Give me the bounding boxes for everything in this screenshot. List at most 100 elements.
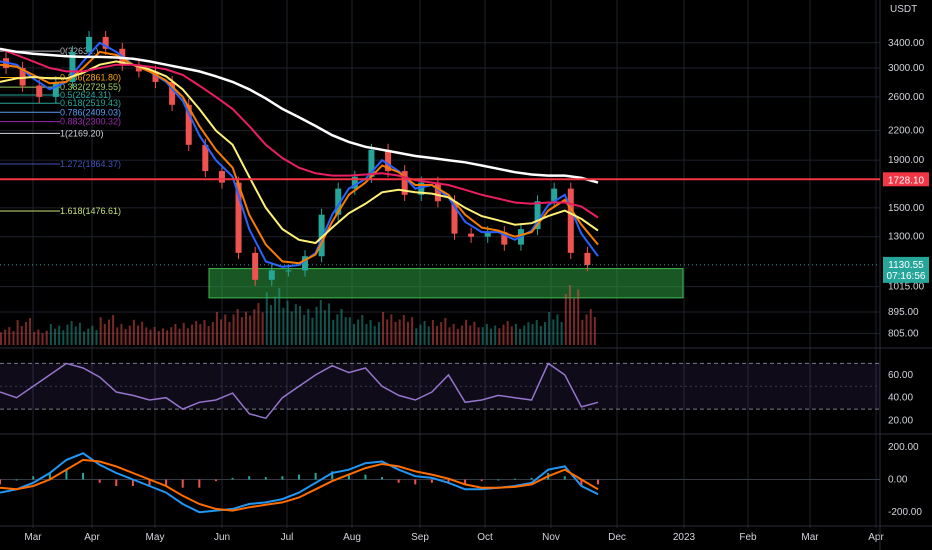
y-tick-label: 1500.00 <box>888 203 925 214</box>
volume-bar <box>573 298 576 345</box>
macd-signal-line <box>0 458 599 512</box>
volume-bar <box>419 324 422 345</box>
macd-histogram-bar <box>281 476 284 480</box>
macd-histogram-bar <box>314 472 317 480</box>
volume-bar <box>427 326 430 345</box>
fib-level-label: 0.618(2519.43) <box>60 98 121 108</box>
volume-bar <box>336 314 339 345</box>
volume-bar <box>556 314 559 345</box>
volume-bar <box>137 325 140 345</box>
volume-bar <box>332 319 335 345</box>
candle-body <box>584 252 591 265</box>
volume-bar <box>490 328 493 345</box>
volume-bar <box>232 314 235 345</box>
volume-bar <box>274 296 277 345</box>
x-tick-label: Jul <box>281 532 294 543</box>
volume-bar <box>485 324 488 345</box>
macd-histogram-bar <box>580 479 583 487</box>
volume-bar <box>452 323 455 345</box>
macd-histogram-bar <box>347 474 350 480</box>
macd-line <box>0 452 599 514</box>
candle-body <box>86 36 93 52</box>
volume-bar <box>290 311 293 345</box>
volume-bar <box>506 321 509 345</box>
resistance-tag-label: 1728.10 <box>888 175 925 186</box>
volume-bar <box>448 327 451 345</box>
candle-body <box>551 188 558 202</box>
volume-bar <box>531 324 534 345</box>
countdown-label: 07:16:56 <box>887 271 926 282</box>
volume-bar <box>37 329 40 345</box>
macd-histogram-bar <box>264 477 267 480</box>
volume-bar <box>514 323 517 345</box>
moving-average-line <box>0 50 599 265</box>
macd-histogram-bar <box>115 479 118 487</box>
volume-bar <box>245 311 248 345</box>
volume-bar <box>373 326 376 345</box>
volume-bar <box>0 332 2 345</box>
volume-bar <box>568 285 571 345</box>
macd-histogram-bar <box>298 474 300 480</box>
moving-average-line <box>0 47 599 184</box>
candle-body <box>401 171 408 195</box>
volume-bar <box>527 322 530 345</box>
candle-body <box>484 232 491 237</box>
fib-level-label: 0(3263...) <box>60 46 99 56</box>
macd-histogram-bar <box>214 479 217 482</box>
volume-bar <box>519 329 522 345</box>
volume-bar <box>8 327 11 345</box>
candle-body <box>218 171 225 183</box>
candle-body <box>385 149 392 172</box>
candle-body <box>69 51 76 82</box>
volume-bar <box>402 315 405 345</box>
volume-bar <box>415 328 418 345</box>
macd-histogram-bar <box>597 479 599 485</box>
volume-bar <box>4 329 7 345</box>
macd-histogram-bar <box>0 479 1 485</box>
fib-level-label: 1(2169.20) <box>60 128 104 138</box>
volume-bar <box>220 319 223 345</box>
volume-bar <box>29 318 32 345</box>
volume-bar <box>257 303 260 345</box>
volume-bar <box>286 300 289 345</box>
resistance-tag <box>883 172 929 187</box>
volume-bar <box>394 321 397 345</box>
macd-histogram-bar <box>82 472 85 480</box>
candle-body <box>102 36 109 49</box>
volume-bar <box>344 317 347 345</box>
macd-histogram-bar <box>48 472 51 480</box>
volume-bar <box>377 322 380 345</box>
x-tick-label: Mar <box>801 532 819 543</box>
volume-bar <box>261 312 264 345</box>
macd-histogram-bar <box>181 479 184 488</box>
y-tick-label: 1300.00 <box>888 232 925 243</box>
volume-bar <box>352 324 355 345</box>
volume-bar <box>544 322 547 345</box>
volume-bar <box>41 333 44 345</box>
volume-bar <box>95 330 98 345</box>
volume-bar <box>103 324 106 345</box>
macd-tick-label: 200.00 <box>888 442 919 453</box>
x-tick-label: Oct <box>477 532 493 543</box>
volume-bar <box>87 328 90 345</box>
fib-level-label: 0.786(2409.03) <box>60 107 121 117</box>
y-tick-label: 3000.00 <box>888 63 925 74</box>
volume-bar <box>369 320 372 345</box>
x-tick-label: Apr <box>84 532 100 543</box>
volume-bar <box>91 325 94 345</box>
volume-bar <box>365 324 368 345</box>
macd-histogram-bar <box>513 478 516 480</box>
volume-bar <box>465 319 468 345</box>
x-tick-label: Nov <box>542 532 560 543</box>
volume-bar <box>315 306 318 345</box>
fib-level-label: 0.5(2624.31) <box>60 90 111 100</box>
x-tick-label: Mar <box>24 532 42 543</box>
volume-bar <box>70 321 73 345</box>
candle-body <box>202 144 209 172</box>
macd-histogram-bar <box>497 479 500 481</box>
volume-bar <box>182 322 185 345</box>
last-price-tag <box>883 256 929 283</box>
volume-bar <box>406 321 409 345</box>
